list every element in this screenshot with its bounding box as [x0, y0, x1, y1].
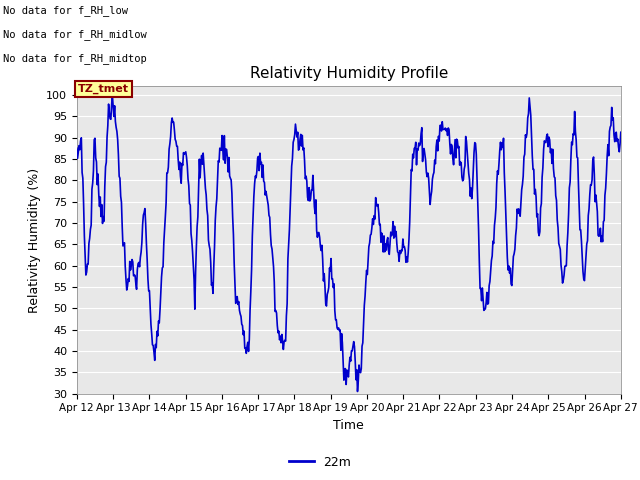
Text: TZ_tmet: TZ_tmet [78, 84, 129, 94]
Text: No data for f_RH_low: No data for f_RH_low [3, 5, 128, 16]
Legend: 22m: 22m [284, 451, 356, 474]
Text: No data for f̲RH̲midlow: No data for f̲RH̲midlow [3, 29, 147, 40]
Y-axis label: Relativity Humidity (%): Relativity Humidity (%) [28, 168, 40, 312]
Title: Relativity Humidity Profile: Relativity Humidity Profile [250, 66, 448, 81]
Text: No data for f̲RH̲midtop: No data for f̲RH̲midtop [3, 53, 147, 64]
X-axis label: Time: Time [333, 419, 364, 432]
